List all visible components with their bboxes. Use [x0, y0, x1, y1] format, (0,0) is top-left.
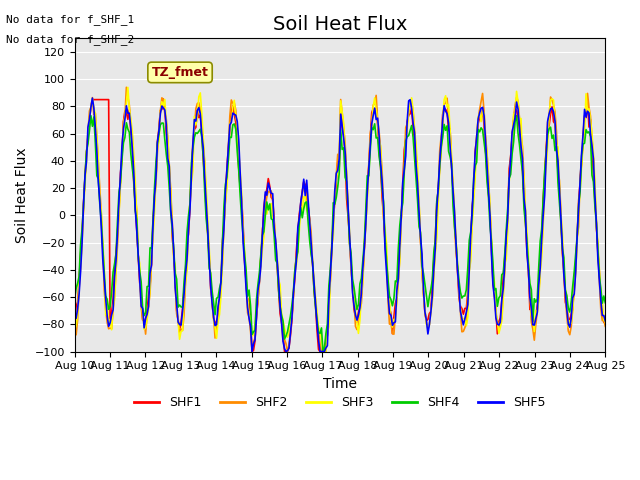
SHF1: [248, 348, 256, 354]
SHF3: [575, 207, 582, 213]
SHF1: [602, 318, 609, 324]
SHF3: [305, 211, 312, 216]
SHF1: [306, 218, 314, 224]
Text: No data for f_SHF_2: No data for f_SHF_2: [6, 34, 134, 45]
SHF4: [319, 348, 327, 354]
SHF2: [138, 305, 145, 311]
SHF2: [257, 254, 265, 260]
SHF4: [229, 122, 237, 128]
X-axis label: Time: Time: [323, 377, 357, 391]
SHF4: [602, 300, 609, 306]
SHF3: [124, 84, 132, 90]
SHF5: [250, 341, 257, 347]
SHF1: [71, 315, 79, 321]
SHF4: [575, 201, 582, 207]
SHF3: [230, 97, 238, 103]
SHF5: [306, 219, 314, 225]
SHF4: [136, 268, 143, 274]
SHF5: [138, 303, 145, 309]
Text: No data for f_SHF_1: No data for f_SHF_1: [6, 14, 134, 25]
SHF3: [319, 348, 327, 354]
SHF3: [138, 302, 145, 308]
SHF2: [248, 348, 256, 353]
Text: TZ_fmet: TZ_fmet: [152, 66, 209, 79]
SHF5: [88, 95, 96, 101]
SHF4: [513, 113, 520, 119]
Line: SHF2: SHF2: [75, 87, 605, 351]
SHF2: [306, 216, 314, 221]
SHF2: [122, 84, 130, 90]
SHF5: [575, 205, 582, 211]
SHF5: [602, 318, 609, 324]
SHF3: [602, 319, 609, 325]
SHF1: [575, 198, 582, 204]
Line: SHF3: SHF3: [75, 87, 605, 351]
SHF4: [246, 303, 254, 309]
SHF1: [159, 96, 167, 102]
SHF4: [71, 296, 79, 301]
Line: SHF1: SHF1: [75, 99, 605, 351]
SHF3: [257, 264, 265, 269]
SHF3: [71, 326, 79, 332]
SHF4: [255, 270, 263, 276]
Title: Soil Heat Flux: Soil Heat Flux: [273, 15, 407, 34]
SHF1: [230, 111, 238, 117]
SHF2: [71, 326, 79, 332]
SHF5: [71, 311, 79, 316]
SHF5: [259, 232, 266, 238]
Legend: SHF1, SHF2, SHF3, SHF4, SHF5: SHF1, SHF2, SHF3, SHF4, SHF5: [129, 391, 551, 414]
SHF1: [259, 234, 266, 240]
SHF2: [230, 100, 238, 106]
SHF1: [136, 280, 143, 286]
SHF3: [248, 333, 256, 339]
Y-axis label: Soil Heat Flux: Soil Heat Flux: [15, 147, 29, 243]
SHF1: [250, 348, 257, 353]
SHF5: [248, 348, 256, 354]
Line: SHF4: SHF4: [75, 116, 605, 351]
SHF2: [284, 348, 291, 354]
SHF2: [575, 224, 582, 229]
SHF2: [602, 324, 609, 329]
Line: SHF5: SHF5: [75, 98, 605, 351]
SHF4: [303, 199, 310, 205]
SHF5: [230, 111, 238, 117]
